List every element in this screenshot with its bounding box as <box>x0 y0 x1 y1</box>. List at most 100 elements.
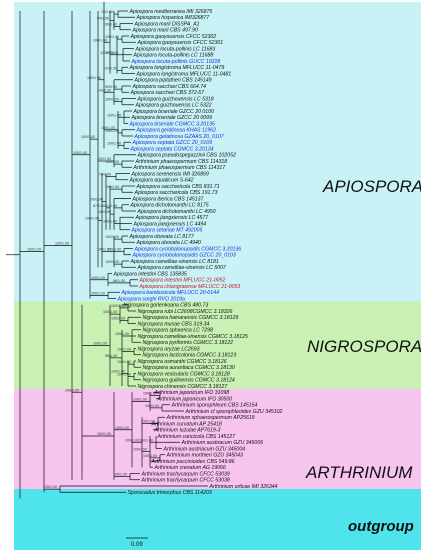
support-value: 94/1.00 <box>97 16 109 20</box>
support-value: 100/1.00 <box>93 38 107 42</box>
taxon-label: Apiospora septata CGMCC 3.20134 <box>130 146 214 152</box>
taxon-label: Nigrospora sphaerica LC 7298 <box>143 328 213 334</box>
taxon-label: Nigrospora vesicularis CGMCC 3.18128 <box>138 371 230 377</box>
support-value: 100/1.00 <box>103 23 117 27</box>
taxon-label: Arthrinium austriacum GZU 345006 <box>181 440 264 446</box>
support-value: 100/1.00 <box>105 160 119 164</box>
support-value: 100/1.00 <box>91 276 105 280</box>
support-value: 100/1.00 <box>111 370 125 374</box>
scale-bar: 0.09 <box>126 537 148 548</box>
support-value: 100/1.00 <box>113 473 127 477</box>
taxon-label: Apiospora camelliae-sinensis LC 5007 <box>137 265 227 271</box>
support-value: 100/1.00 <box>73 151 87 155</box>
tree-branches <box>6 2 208 499</box>
support-values: 78/1.00 100/1.00 94/1.00 100/1.00 99/1.00 97/… <box>27 10 159 489</box>
support-value: 81/0.99 <box>105 204 117 208</box>
taxon-label: Arthrinium crenatum AG 19066 <box>154 465 226 471</box>
taxon-label: Apiospora guizhouensis LC 5318 <box>137 96 214 102</box>
taxon-label: Nigrospora musae CBS 319.34 <box>138 321 210 327</box>
taxon-label: Apiospora piptatheri CBS 145149 <box>134 78 212 84</box>
taxon-label: Apiospora marii CBS 497.90 <box>132 28 199 34</box>
taxon-label: Nigrospora osmanthi CGMCC 3.18126 <box>138 359 227 365</box>
taxon-label: Arthrinium cf sporophleoides GZU 345102 <box>185 409 283 415</box>
taxon-label: Apiospora gelatinosa KHAS 11962 <box>136 128 217 134</box>
support-value: 98/1.00 <box>105 354 117 358</box>
support-value: 100/1.00 <box>107 113 121 117</box>
support-value: 100/1.00 <box>89 198 103 202</box>
taxon-label: Arthrinium japonicum IFO 30500 <box>157 396 233 402</box>
support-value: 100/1.00 <box>111 316 125 320</box>
support-value: 78/1.00 <box>99 173 111 177</box>
support-value: 100/1.00 <box>107 248 121 252</box>
support-value: 100/1.00 <box>105 98 119 102</box>
taxon-label: Apiospora saccharicola CBS 831.71 <box>136 184 220 190</box>
taxon-label: Arthrinium puccinioides CBS 549.86 <box>151 459 235 465</box>
taxon-label: Arthrinium morthieri GZU 345043 <box>166 453 244 459</box>
support-value: 100/1.00 <box>117 348 131 352</box>
support-value: 100/1.00 <box>143 391 157 395</box>
taxon-label: Apiospora sacchari CBS 664.74 <box>132 84 207 90</box>
taxon-label: Apiospora marii DiSSPA_A1 <box>134 21 200 27</box>
clade-label-outgroup: outgroup <box>348 518 414 535</box>
taxon-label: Arthrinium sphaerospermum AP25619 <box>166 415 255 421</box>
scale-bar-label: 0.09 <box>131 542 143 548</box>
support-value: 100/1.00 <box>103 220 117 224</box>
taxon-label: Sporocadus trimorphus CBS 114203 <box>128 490 212 496</box>
taxon-label: Nigrospora hainanensis CGMCC 3.18129 <box>143 315 239 321</box>
taxon-label: Apiospora gaoyouensis CFCC 52302 <box>130 34 217 40</box>
taxon-label: Apiospora mediterranea IMI 326875 <box>129 9 213 15</box>
support-value: 100/1.00 <box>97 157 111 161</box>
support-value: 100/1.00 <box>143 454 157 458</box>
support-value: 100/1.00 <box>101 126 115 130</box>
support-value: 100/1.00 <box>105 129 119 133</box>
taxon-label: Apiospora cyclobalanopsidis GZCC 20_0103 <box>132 253 236 259</box>
taxon-label: Arthrinium phaeospermum CBS 114318 <box>135 159 228 165</box>
taxon-label: Apiospora intestini MFLUCC 21-0052 <box>139 278 226 284</box>
taxon-label: Apiospora gelatinosa GZAAS 20_0107 <box>134 134 225 140</box>
support-value: 100/1.00 <box>115 426 129 430</box>
taxon-label: Apiospora septata GZCC 20_0109 <box>132 140 213 146</box>
taxon-label: Apiospora longistroma MFLUCC 11-0481 <box>136 71 232 77</box>
support-value: 100/1.00 <box>105 235 119 239</box>
support-value: 100/1.00 <box>117 360 131 364</box>
clade-label-arthrinium: ARTHRINIUM <box>305 463 413 482</box>
clade-label-apiospora: APIOSPORA <box>322 177 421 196</box>
taxon-label: Arthrinium sporophleum CBS 145154 <box>171 403 258 409</box>
support-value: 100/1.00 <box>105 185 119 189</box>
taxon-label: Nigrospora gorlenkoana CBS 480.73 <box>124 303 209 309</box>
support-value: 100/1.00 <box>91 291 105 295</box>
support-value: 100/1.00 <box>105 260 119 264</box>
support-value: 99/1.00 <box>106 51 118 55</box>
support-value: 100/1.00 <box>111 304 125 308</box>
taxon-label: Apiospora sacchari CBS 372.67 <box>130 90 206 96</box>
apiospora-band <box>14 2 421 302</box>
taxon-label: Nigrospora rubi LC2698CGMCC 3.18326 <box>138 309 233 315</box>
support-value: 100/1.00 <box>115 332 129 336</box>
support-value: 100/1.00 <box>97 432 111 436</box>
support-value: 100/1.00 <box>43 485 57 489</box>
taxon-label: Apiospora locuta-pollinis LC 11683 <box>135 46 216 52</box>
taxon-label: Apiospora locuta-pollinis LC 11688 <box>133 53 214 59</box>
taxon-label: Apiospora hispanica IMI326877 <box>136 15 211 21</box>
support-value: 87/1.00 <box>93 204 105 208</box>
taxon-label: Apiospora bambusicola MFLUCC 20-0144 <box>121 290 220 296</box>
taxon-label: Nigrospora oryzae LC2693 <box>138 346 200 352</box>
support-value: 100/1.00 <box>65 388 79 392</box>
taxon-label: Apiospora biseriale CGMCC 3.20135 <box>129 121 215 127</box>
taxon-label: Arthrinium caricicola CBS 145127 <box>157 434 237 440</box>
support-value: 100/1.00 <box>107 141 121 145</box>
taxon-label: Nigrospora chinensis CGMCC 3.18127 <box>138 384 229 390</box>
support-value: 97/1.00 <box>105 66 117 70</box>
support-value: 100/1.00 <box>117 373 131 377</box>
support-value: 100/1.00 <box>97 210 111 214</box>
taxon-label: Apiospora locuta-pollinis GUCC 10228 <box>131 59 221 65</box>
taxon-label: Apiospora iberica CBS 145137 <box>132 196 205 202</box>
support-value: 100/1.00 <box>139 438 153 442</box>
taxon-label: Apiospora jiangxiensis LC 4577 <box>135 215 210 221</box>
taxon-label: Arthrinium austriacum GZU 345004 <box>163 446 246 452</box>
taxon-label: Apiospora sorghi RVO 2019a <box>117 296 185 302</box>
taxon-label: Apiospora obovata LC 4940 <box>136 240 201 246</box>
taxon-label: Arthrinium trachycarpum CFCC 53039 <box>141 471 230 477</box>
outgroup-band <box>14 489 421 550</box>
support-value: 100/1.00 <box>97 248 111 252</box>
